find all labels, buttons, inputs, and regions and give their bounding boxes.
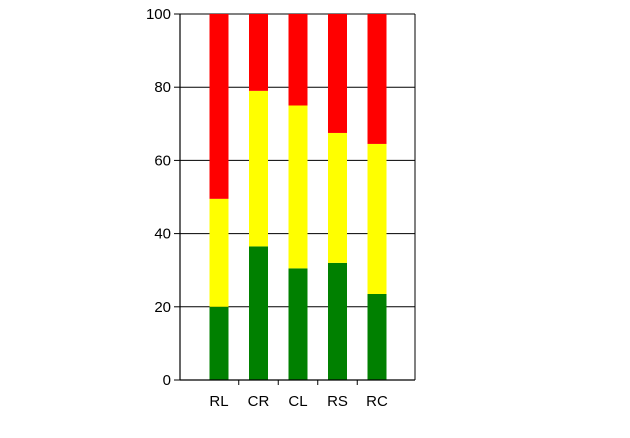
y-tick-label-60: 60 [154, 152, 171, 169]
bar-cl-segment-3 [288, 14, 308, 106]
bar-rs-segment-3 [328, 14, 347, 133]
bar-rc-segment-1 [367, 293, 387, 380]
x-tick-label-cl: CL [288, 393, 307, 410]
y-tick-label-0: 0 [163, 372, 171, 389]
bar-rl-segment-1 [209, 306, 229, 380]
axes [179, 14, 416, 381]
bar-cr-segment-2 [249, 90, 268, 247]
y-tick-label-100: 100 [146, 6, 171, 23]
y-axis-ticks: 0 20 40 60 80 100 [146, 6, 180, 389]
x-tick-label-rl: RL [209, 393, 228, 410]
x-tick-label-rc: RC [366, 393, 388, 410]
y-tick-label-80: 80 [154, 79, 171, 96]
x-axis-ticks: RL CR CL RS RC [209, 380, 388, 410]
bar-cl-segment-2 [288, 105, 308, 269]
y-tick-label-20: 20 [154, 299, 171, 316]
bar-rs-segment-2 [328, 132, 347, 263]
bar-cr-segment-3 [249, 14, 268, 91]
y-tick-label-40: 40 [154, 226, 171, 243]
bar-rs-segment-1 [328, 262, 347, 380]
x-tick-label-cr: CR [248, 393, 270, 410]
x-tick-label-rs: RS [327, 393, 348, 410]
bar-rl-segment-3 [209, 14, 229, 199]
bar-cr-segment-1 [249, 246, 268, 380]
bar-cl-segment-1 [288, 268, 308, 380]
bar-rc-segment-3 [367, 14, 387, 144]
bar-rc-segment-2 [367, 143, 387, 294]
bar-rl-segment-2 [209, 198, 229, 307]
bars [209, 14, 387, 380]
